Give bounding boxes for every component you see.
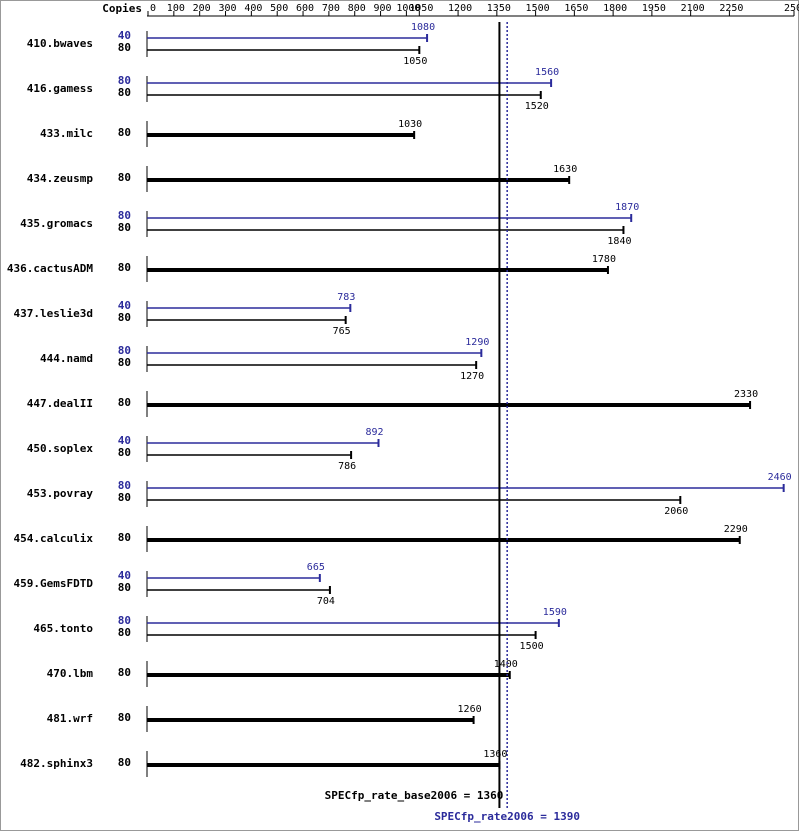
benchmark-name: 453.povray bbox=[27, 487, 94, 500]
copies: 80 bbox=[118, 626, 131, 639]
value-label: 1500 bbox=[520, 641, 544, 652]
benchmark-name: 437.leslie3d bbox=[14, 307, 93, 320]
peak-metric-label: SPECfp_rate2006 = 1390 bbox=[434, 810, 580, 823]
copies: 80 bbox=[118, 614, 131, 627]
value-label: 1260 bbox=[458, 704, 482, 715]
x-tick-label: 100 bbox=[167, 3, 185, 14]
copies-header: Copies bbox=[102, 2, 142, 15]
copies: 80 bbox=[118, 171, 131, 184]
copies: 40 bbox=[118, 569, 131, 582]
copies: 80 bbox=[118, 756, 131, 769]
value-label: 1870 bbox=[615, 202, 639, 213]
value-label: 1630 bbox=[553, 164, 577, 175]
value-label: 665 bbox=[307, 562, 325, 573]
copies: 80 bbox=[118, 711, 131, 724]
benchmark-name: 450.soplex bbox=[27, 442, 94, 455]
copies: 80 bbox=[118, 356, 131, 369]
x-tick-label: 900 bbox=[374, 3, 392, 14]
value-label: 1400 bbox=[494, 659, 518, 670]
value-label: 1290 bbox=[465, 337, 489, 348]
value-label: 2460 bbox=[768, 472, 792, 483]
value-label: 1360 bbox=[483, 749, 507, 760]
value-label: 1520 bbox=[525, 101, 549, 112]
value-label: 1030 bbox=[398, 119, 422, 130]
value-label: 1270 bbox=[460, 371, 484, 382]
benchmark-name: 434.zeusmp bbox=[27, 172, 94, 185]
copies: 40 bbox=[118, 29, 131, 42]
value-label: 1080 bbox=[411, 22, 435, 33]
copies: 40 bbox=[118, 434, 131, 447]
x-tick-label: 1050 bbox=[409, 3, 433, 14]
copies: 80 bbox=[118, 209, 131, 222]
value-label: 783 bbox=[337, 292, 355, 303]
benchmark-name: 459.GemsFDTD bbox=[14, 577, 94, 590]
copies: 80 bbox=[118, 491, 131, 504]
benchmark-name: 444.namd bbox=[40, 352, 93, 365]
x-tick-label: 300 bbox=[218, 3, 236, 14]
x-tick-label: 700 bbox=[322, 3, 340, 14]
x-tick-label: 500 bbox=[270, 3, 288, 14]
copies: 80 bbox=[118, 86, 131, 99]
x-tick-label: 1000 bbox=[396, 3, 420, 14]
benchmark-name: 470.lbm bbox=[47, 667, 94, 680]
value-label: 786 bbox=[338, 461, 356, 472]
value-label: 1560 bbox=[535, 67, 559, 78]
x-tick-label: 2250 bbox=[719, 3, 743, 14]
copies: 80 bbox=[118, 74, 131, 87]
value-label: 2060 bbox=[664, 506, 688, 517]
benchmark-name: 410.bwaves bbox=[27, 37, 93, 50]
x-tick-label: 800 bbox=[348, 3, 366, 14]
x-tick-label: 200 bbox=[193, 3, 211, 14]
copies: 80 bbox=[118, 531, 131, 544]
benchmark-name: 465.tonto bbox=[33, 622, 93, 635]
x-tick-label: 2100 bbox=[681, 3, 705, 14]
benchmark-name: 481.wrf bbox=[47, 712, 93, 725]
benchmark-name: 433.milc bbox=[40, 127, 93, 140]
base-metric-label: SPECfp_rate_base2006 = 1360 bbox=[325, 789, 504, 802]
x-tick-label: 600 bbox=[296, 3, 314, 14]
x-tick-label: 1200 bbox=[448, 3, 472, 14]
copies: 80 bbox=[118, 446, 131, 459]
copies: 80 bbox=[118, 581, 131, 594]
x-tick-label: 400 bbox=[244, 3, 262, 14]
copies: 80 bbox=[118, 126, 131, 139]
value-label: 1780 bbox=[592, 254, 616, 265]
x-tick-label: 1950 bbox=[642, 3, 666, 14]
value-label: 2290 bbox=[724, 524, 748, 535]
copies: 80 bbox=[118, 344, 131, 357]
copies: 80 bbox=[118, 396, 131, 409]
benchmark-name: 435.gromacs bbox=[20, 217, 93, 230]
copies: 80 bbox=[118, 261, 131, 274]
value-label: 892 bbox=[365, 427, 383, 438]
value-label: 2330 bbox=[734, 389, 758, 400]
benchmark-name: 454.calculix bbox=[14, 532, 94, 545]
x-tick-label: 1350 bbox=[487, 3, 511, 14]
value-label: 704 bbox=[317, 596, 335, 607]
copies: 80 bbox=[118, 479, 131, 492]
copies: 80 bbox=[118, 311, 131, 324]
copies: 40 bbox=[118, 299, 131, 312]
copies: 80 bbox=[118, 666, 131, 679]
x-tick-label: 2500 bbox=[784, 3, 799, 14]
value-label: 1840 bbox=[607, 236, 631, 247]
value-label: 765 bbox=[333, 326, 351, 337]
benchmark-name: 436.cactusADM bbox=[7, 262, 93, 275]
benchmark-name: 416.gamess bbox=[27, 82, 93, 95]
benchmark-name: 482.sphinx3 bbox=[20, 757, 93, 770]
x-tick-label: 1650 bbox=[564, 3, 588, 14]
x-tick-label: 0 bbox=[150, 3, 156, 14]
benchmark-name: 447.dealII bbox=[27, 397, 93, 410]
value-label: 1590 bbox=[543, 607, 567, 618]
copies: 80 bbox=[118, 221, 131, 234]
x-tick-label: 1500 bbox=[526, 3, 550, 14]
x-tick-label: 1800 bbox=[603, 3, 627, 14]
value-label: 1050 bbox=[403, 56, 427, 67]
copies: 80 bbox=[118, 41, 131, 54]
